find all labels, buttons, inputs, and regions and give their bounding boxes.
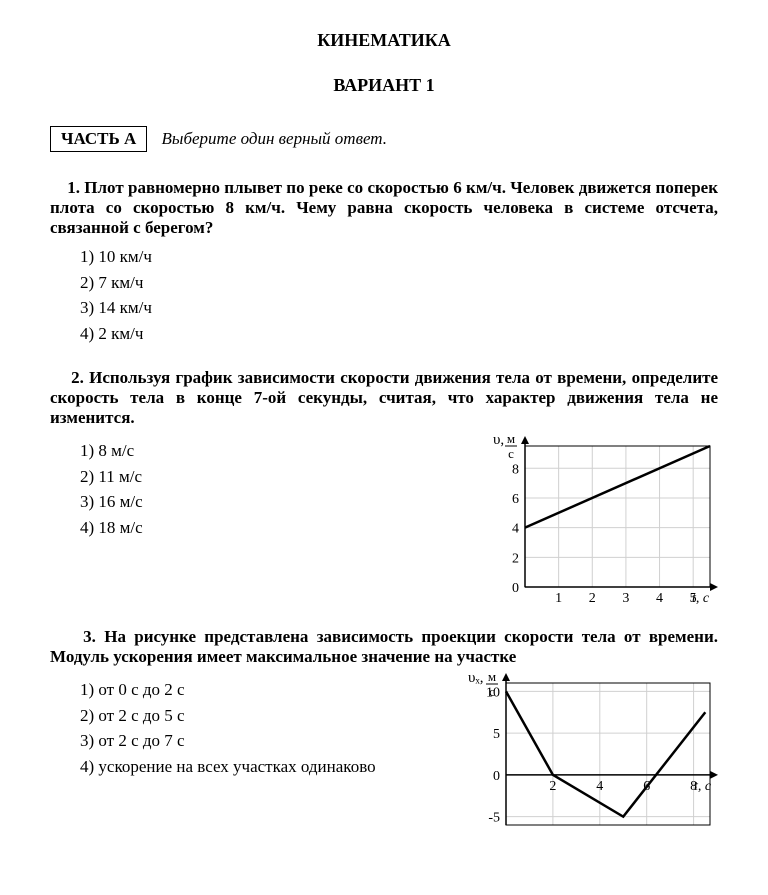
svg-text:4: 4 [512, 522, 519, 537]
svg-text:м: м [507, 434, 515, 446]
svg-text:2: 2 [512, 551, 519, 566]
q2-chart: 1234502468υ,мсt, с [483, 434, 718, 609]
svg-text:6: 6 [643, 779, 650, 794]
q1-option-3: 3) 14 км/ч [80, 295, 718, 321]
q2-text: Используя график зависимости скорости дв… [50, 368, 718, 427]
svg-text:-5: -5 [488, 811, 500, 826]
variant-title: ВАРИАНТ 1 [50, 75, 718, 96]
svg-text:4: 4 [656, 591, 663, 606]
q1-number: 1. [67, 178, 80, 197]
svg-text:υₓ,: υₓ, [468, 673, 484, 686]
svg-text:4: 4 [596, 779, 603, 794]
q2-option-3: 3) 16 м/с [80, 489, 143, 515]
svg-text:м: м [488, 673, 496, 684]
svg-text:1: 1 [555, 591, 562, 606]
q1-option-1: 1) 10 км/ч [80, 244, 718, 270]
q3-option-3: 3) от 2 с до 7 с [80, 728, 376, 754]
q1-option-4: 4) 2 км/ч [80, 321, 718, 347]
q3-text: На рисунке представлена зависимость прое… [50, 627, 718, 666]
velocity-time-chart-q2: 1234502468υ,мсt, с [483, 434, 718, 609]
part-header: ЧАСТЬ А Выберите один верный ответ. [50, 126, 718, 152]
q1-text: Плот равномерно плывет по реке со скорос… [50, 178, 718, 237]
q2-option-2: 2) 11 м/с [80, 464, 143, 490]
q3-row: 1) от 0 с до 2 с 2) от 2 с до 5 с 3) от … [50, 673, 718, 833]
q1-option-2: 2) 7 км/ч [80, 270, 718, 296]
svg-text:3: 3 [622, 591, 629, 606]
q1-options: 1) 10 км/ч 2) 7 км/ч 3) 14 км/ч 4) 2 км/… [80, 244, 718, 346]
question-1: 1. Плот равномерно плывет по реке со ско… [50, 178, 718, 238]
q2-option-1: 1) 8 м/с [80, 438, 143, 464]
q2-option-4: 4) 18 м/с [80, 515, 143, 541]
part-instruction: Выберите один верный ответ. [162, 129, 387, 148]
svg-text:0: 0 [512, 581, 519, 596]
svg-text:t, с: t, с [694, 779, 712, 794]
part-label-box: ЧАСТЬ А [50, 126, 147, 152]
q3-option-2: 2) от 2 с до 5 с [80, 703, 376, 729]
svg-text:t, с: t, с [692, 591, 710, 606]
q3-options: 1) от 0 с до 2 с 2) от 2 с до 5 с 3) от … [80, 677, 376, 779]
question-2: 2. Используя график зависимости скорости… [50, 368, 718, 428]
question-3: 3. На рисунке представлена зависимость п… [50, 627, 718, 667]
q3-option-1: 1) от 0 с до 2 с [80, 677, 376, 703]
svg-text:2: 2 [549, 779, 556, 794]
q2-number: 2. [71, 368, 84, 387]
q3-chart: 24680510-5υₓ,мсt, с [458, 673, 718, 833]
svg-text:с: с [508, 446, 514, 461]
svg-text:6: 6 [512, 492, 519, 507]
svg-text:5: 5 [493, 727, 500, 742]
svg-text:2: 2 [589, 591, 596, 606]
q3-option-4: 4) ускорение на всех участках одинаково [80, 754, 376, 780]
svg-text:8: 8 [512, 462, 519, 477]
page-title: КИНЕМАТИКА [50, 30, 718, 51]
svg-text:υ,: υ, [493, 434, 504, 448]
q2-row: 1) 8 м/с 2) 11 м/с 3) 16 м/с 4) 18 м/с 1… [50, 434, 718, 609]
q2-options: 1) 8 м/с 2) 11 м/с 3) 16 м/с 4) 18 м/с [80, 438, 143, 540]
svg-text:с: с [489, 684, 495, 699]
svg-text:0: 0 [493, 769, 500, 784]
q3-number: 3. [83, 627, 96, 646]
velocity-time-chart-q3: 24680510-5υₓ,мсt, с [458, 673, 718, 833]
